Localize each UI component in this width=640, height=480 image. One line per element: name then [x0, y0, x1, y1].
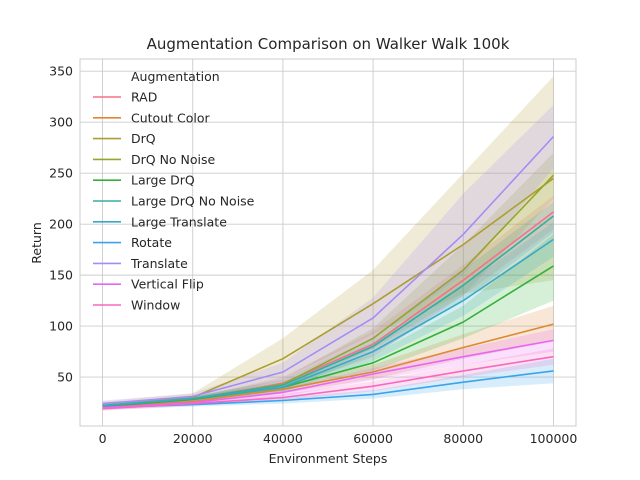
- y-axis-label: Return: [29, 222, 44, 263]
- line-drq: [102, 177, 554, 407]
- grid: [80, 59, 576, 426]
- chart-title: Augmentation Comparison on Walker Walk 1…: [147, 35, 510, 53]
- band-drq: [102, 76, 554, 409]
- x-tick-label: 80000: [443, 431, 483, 446]
- y-tick-label: 150: [49, 268, 73, 283]
- y-tick-label: 50: [57, 370, 73, 385]
- legend-item-translate: Translate: [130, 256, 188, 271]
- y-tick-label: 100: [49, 319, 73, 334]
- line-large-drq: [102, 265, 554, 408]
- legend-item-cutout-color: Cutout Color: [131, 110, 210, 125]
- legend-item-large-drq-no-noise: Large DrQ No Noise: [131, 194, 255, 209]
- legend-item-rad: RAD: [131, 90, 157, 105]
- legend-item-vertical-flip: Vertical Flip: [131, 277, 204, 292]
- band-cutout-color: [102, 305, 554, 410]
- x-tick-label: 0: [99, 431, 107, 446]
- line-large-translate: [102, 238, 554, 407]
- plot-frame: [79, 58, 577, 427]
- line-translate: [102, 135, 555, 405]
- series-lines: [102, 135, 555, 410]
- y-tick-label: 200: [49, 217, 73, 232]
- legend-item-window: Window: [131, 298, 180, 313]
- legend-item-drq-no-noise: DrQ No Noise: [131, 152, 216, 167]
- legend-item-rotate: Rotate: [131, 235, 172, 250]
- x-axis-label: Environment Steps: [269, 451, 388, 466]
- line-vertical-flip: [102, 339, 554, 409]
- legend: Augmentation RAD Cutout Color DrQ DrQ No No…: [93, 69, 255, 313]
- line-cutout-color: [102, 323, 554, 409]
- tick-labels: 0 20000 40000 60000 80000 100000 50 100 150 200 25…: [49, 64, 577, 446]
- x-tick-label: 20000: [173, 431, 213, 446]
- y-tick-label: 300: [49, 115, 73, 130]
- band-translate: [102, 104, 554, 407]
- x-tick-label: 100000: [530, 431, 578, 446]
- line-window: [102, 355, 554, 410]
- legend-item-large-drq: Large DrQ: [131, 173, 195, 188]
- legend-item-large-translate: Large Translate: [131, 214, 227, 229]
- y-tick-label: 250: [49, 166, 73, 181]
- legend-title: Augmentation: [131, 69, 220, 84]
- band-large-translate: [102, 222, 554, 408]
- x-tick-label: 40000: [263, 431, 303, 446]
- x-tick-label: 60000: [353, 431, 393, 446]
- legend-item-drq: DrQ: [131, 131, 156, 146]
- y-tick-label: 350: [49, 64, 73, 79]
